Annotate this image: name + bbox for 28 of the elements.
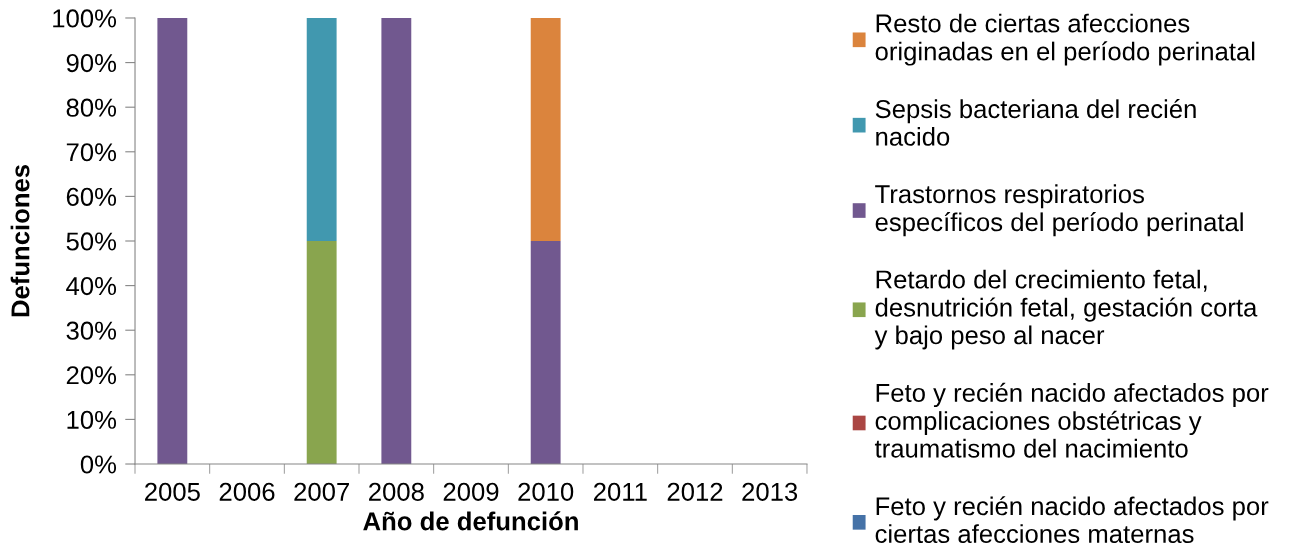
legend-label: Retardo del crecimiento fetal, desnutrición fetal, gestación corta y bajo peso al nacer (874, 269, 1258, 350)
y-tick-label: 80% (66, 98, 117, 117)
x-tick-label: 2005 (145, 482, 200, 501)
y-tick-label: 100% (53, 9, 117, 28)
y-tick-label: 60% (66, 187, 117, 206)
legend-label: Sepsis bacteriana del recién nacido (875, 99, 1196, 146)
x-tick-label: 2008 (369, 482, 424, 501)
x-tick-label: 2011 (593, 482, 647, 501)
y-tick-label: 20% (66, 366, 117, 385)
y-tick-label: 40% (66, 276, 117, 296)
x-tick-label: 2006 (219, 482, 275, 501)
x-tick-label: 2007 (294, 482, 349, 501)
y-tick-label: 70% (66, 143, 117, 162)
y-tick-label: 90% (66, 53, 117, 73)
x-tick-label: 2013 (742, 482, 798, 501)
legend-label: Trastornos respiratorios específicos del período perinatal (875, 184, 1243, 237)
y-axis-title: Defunciones (10, 164, 30, 317)
x-tick-label: 2009 (443, 482, 499, 501)
y-tick-label: 10% (67, 410, 117, 429)
legend-label: Feto y recién nacido afectados por complicaciones obstétricas y traumatismo del nacimiento (874, 382, 1269, 458)
x-axis-title: Año de defunción (363, 511, 578, 531)
y-tick-label: 30% (66, 321, 117, 340)
y-tick-label: 0% (80, 455, 117, 474)
legend-label: Resto de ciertas afecciones originadas en el período perinatal (875, 13, 1255, 66)
x-tick-label: 2012 (667, 482, 723, 501)
y-tick-label: 50% (66, 232, 117, 251)
x-tick-label: 2010 (518, 482, 574, 501)
legend-label: Feto y recién nacido afectados por ciertas afecciones maternas (875, 496, 1269, 544)
